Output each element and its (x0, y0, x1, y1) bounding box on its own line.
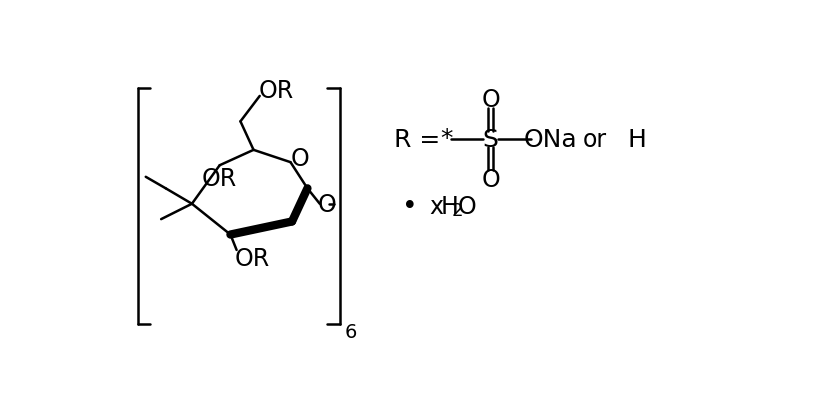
Text: ONa: ONa (523, 128, 577, 152)
Text: O: O (481, 88, 499, 112)
Text: •: • (402, 193, 417, 220)
Text: 2: 2 (451, 201, 462, 219)
Text: x: x (429, 195, 442, 218)
Text: *: * (440, 127, 452, 151)
Text: OR: OR (202, 166, 237, 190)
Text: R =: R = (394, 128, 440, 152)
Text: O: O (290, 146, 309, 170)
Text: OR: OR (258, 79, 294, 103)
Text: O: O (457, 195, 476, 218)
Text: 6: 6 (344, 322, 356, 341)
Text: O: O (318, 192, 336, 216)
Text: O: O (481, 168, 499, 192)
Text: OR: OR (234, 246, 269, 270)
Text: H: H (440, 195, 458, 218)
Text: S: S (482, 128, 498, 152)
Text: H: H (627, 128, 646, 152)
Text: or: or (582, 128, 606, 152)
